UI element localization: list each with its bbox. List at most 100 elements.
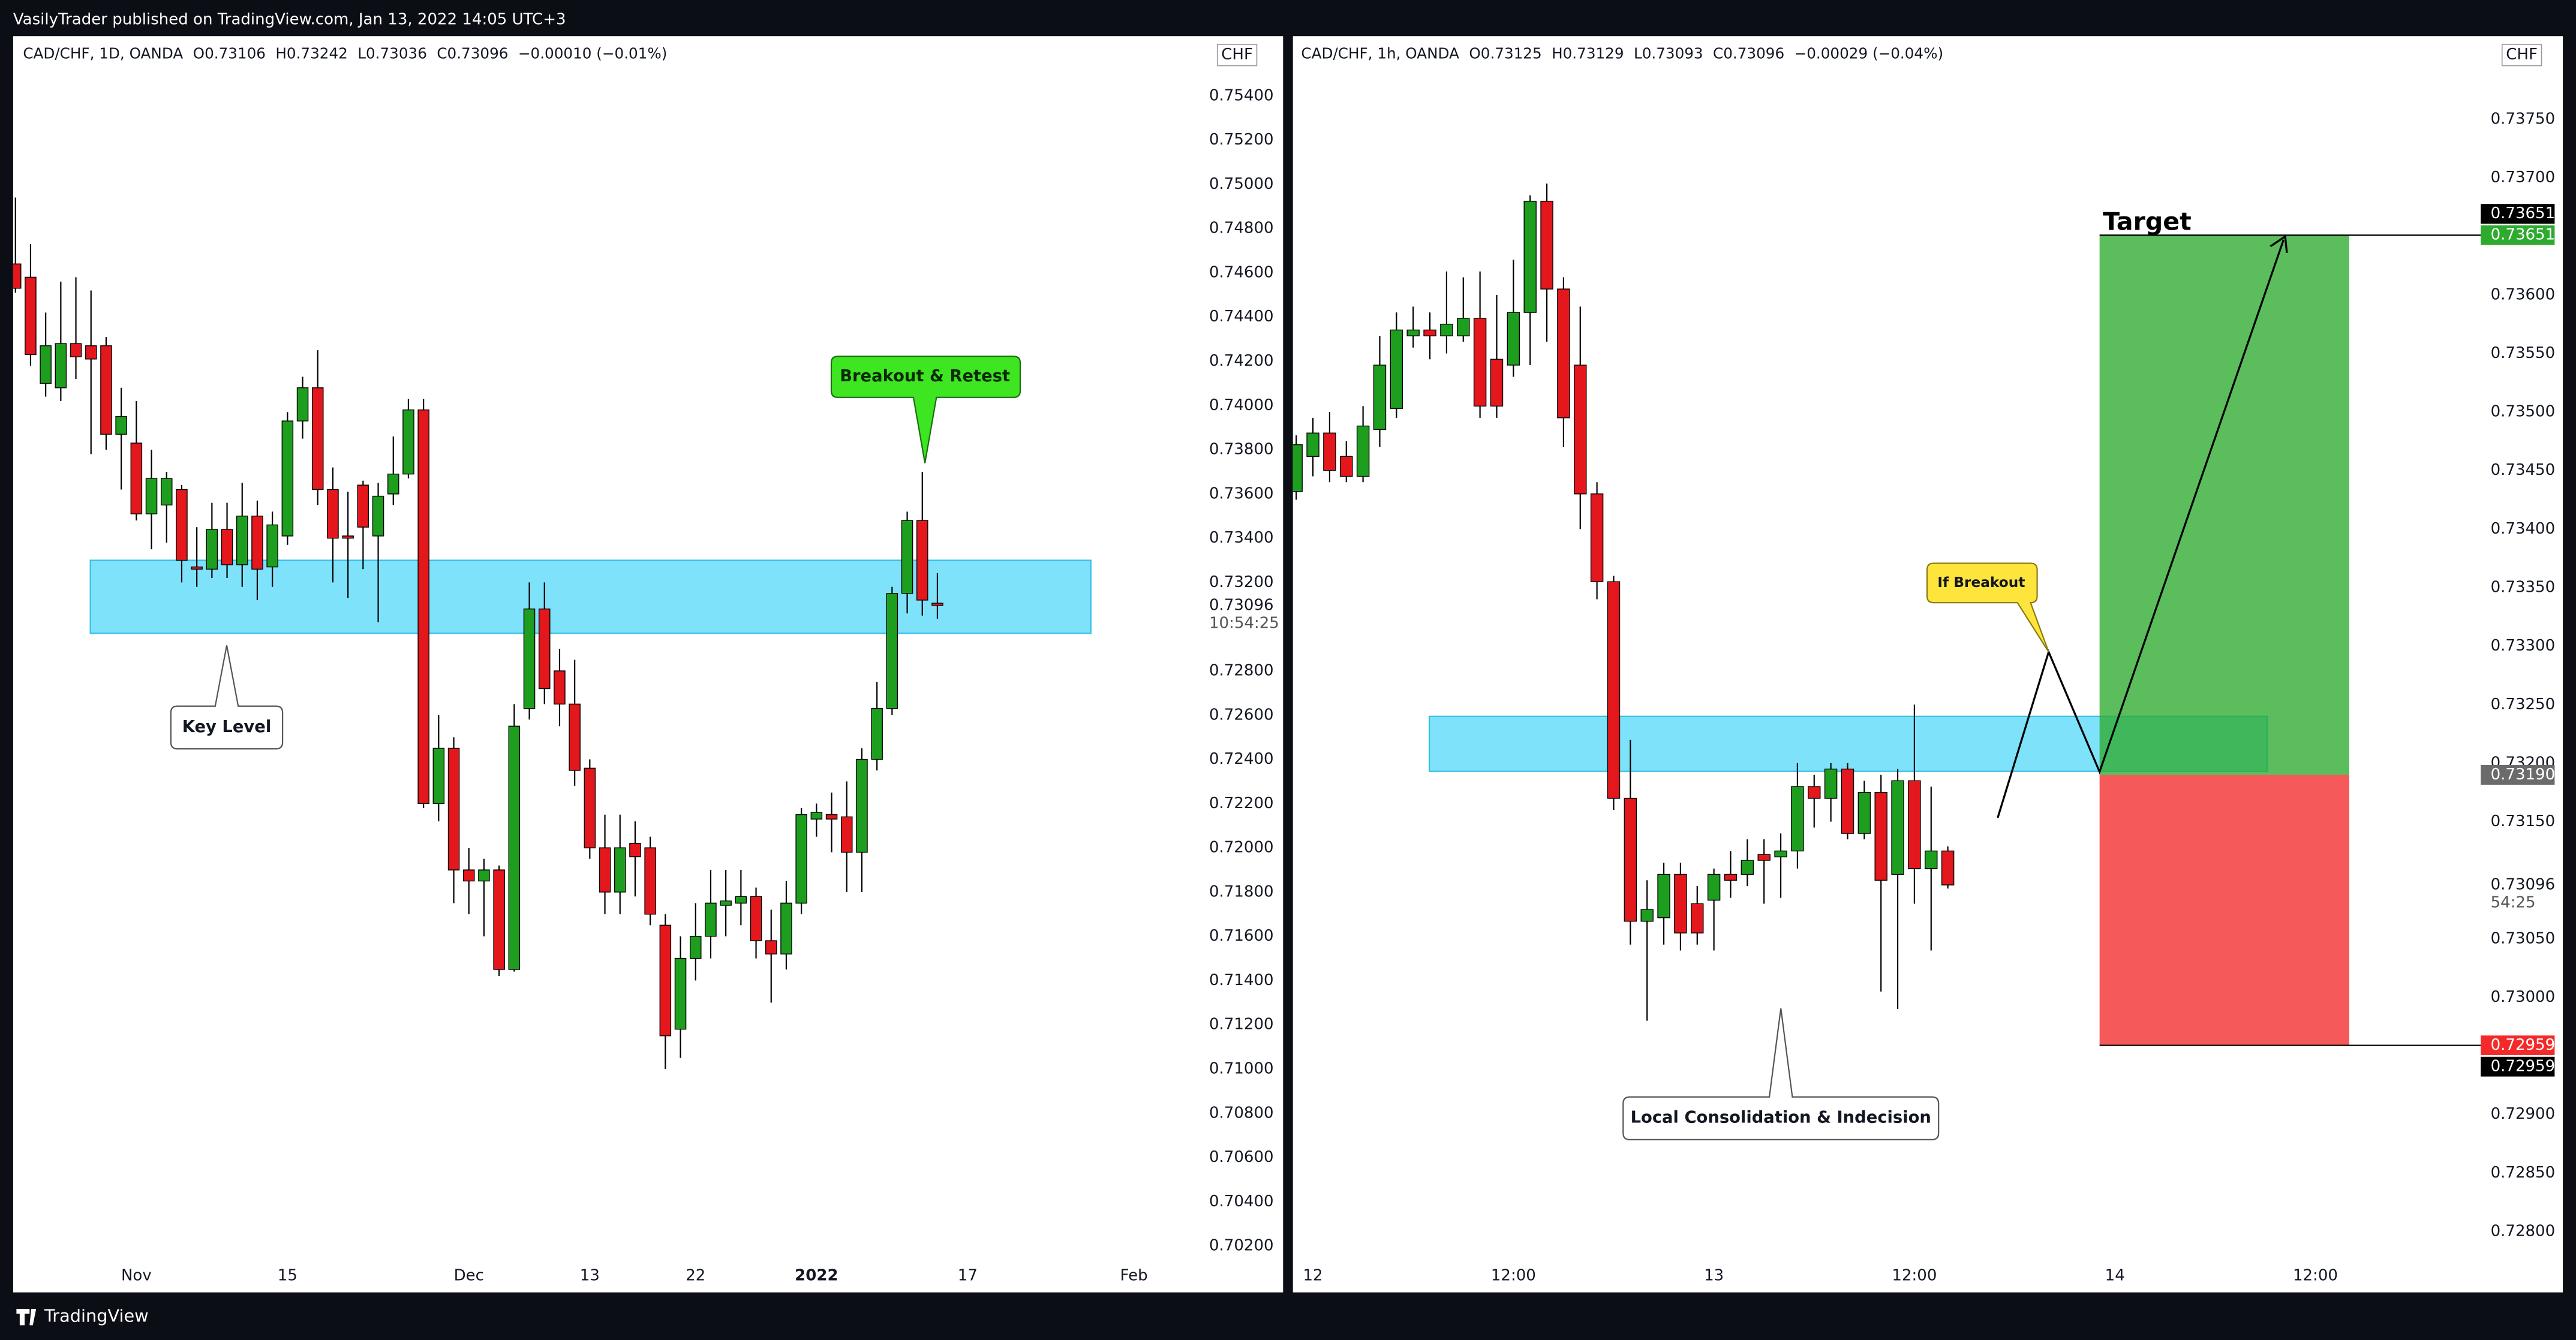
- y-tick-label: 0.73500: [2491, 403, 2556, 421]
- candle-body: [1857, 792, 1871, 834]
- candle-body: [554, 670, 566, 704]
- ohlc-stat: −0.00029 (−0.04%): [1795, 44, 1944, 62]
- candle-body: [100, 345, 112, 435]
- ohlc-stat: C0.73096: [1713, 44, 1784, 62]
- candle-body: [871, 708, 883, 760]
- candle-body: [1757, 854, 1771, 861]
- ohlc-stat: H0.73129: [1552, 44, 1624, 62]
- y-tick-label: 0.75200: [1209, 131, 1274, 149]
- y-tick-label: 0.73450: [2491, 461, 2556, 479]
- countdown: 10:54:25: [1209, 614, 1279, 632]
- y-tick-label: 0.72800: [1209, 661, 1274, 679]
- candle-body: [221, 529, 233, 565]
- ohlc-stat: −0.00010 (−0.01%): [518, 44, 668, 62]
- y-tick-label: 0.72200: [1209, 794, 1274, 812]
- plot-area: [13, 197, 1092, 1069]
- candle-body: [1824, 769, 1838, 799]
- y-tick-label: 0.71600: [1209, 927, 1274, 945]
- price-tag: [2481, 765, 2555, 785]
- last-price: 0.73096: [2491, 876, 2556, 894]
- y-tick-label: 0.73750: [2491, 110, 2556, 128]
- candle-body: [1440, 323, 1453, 336]
- unit-label: CHF: [2506, 46, 2538, 64]
- y-tick-label: 0.71800: [1209, 883, 1274, 901]
- y-tick-label: 0.74000: [1209, 396, 1274, 414]
- y-tick-label: 0.73600: [1209, 484, 1274, 502]
- candle-body: [1406, 329, 1420, 336]
- ohlc-stat: O0.73106: [193, 44, 266, 62]
- left-panel: [13, 36, 1284, 1293]
- candle-body: [417, 409, 429, 805]
- candle-body: [644, 847, 656, 915]
- x-tick-label: 15: [278, 1267, 297, 1285]
- candle-body: [1841, 769, 1854, 834]
- annotation: Local Consolidation & Indecision: [1631, 1109, 1931, 1127]
- y-tick-label: 0.73350: [2491, 579, 2556, 597]
- chart-header: CAD/CHF, 1h, OANDA O0.73125 H0.73129 L0.730…: [1301, 44, 1943, 62]
- x-tick-label: 12:00: [1491, 1267, 1536, 1285]
- candle-body: [674, 957, 687, 1030]
- candle-body: [825, 814, 838, 820]
- candle-body: [1292, 444, 1303, 492]
- symbol: CAD/CHF, 1D, OANDA: [23, 44, 183, 62]
- countdown: 54:25: [2491, 894, 2536, 912]
- candle-body: [705, 902, 717, 937]
- y-tick-label: 0.71200: [1209, 1016, 1274, 1034]
- publish-info: VasilyTrader published on TradingView.co…: [13, 10, 566, 28]
- y-tick-label: 0.71000: [1209, 1059, 1274, 1077]
- target-label: Target: [2103, 207, 2192, 236]
- y-tick-label: 0.70800: [1209, 1104, 1274, 1122]
- y-tick-label: 0.73400: [1209, 529, 1274, 547]
- x-tick-label: 22: [686, 1267, 705, 1285]
- y-tick-label: 0.70600: [1209, 1148, 1274, 1166]
- annotation: Breakout & Retest: [840, 367, 1010, 386]
- y-tick-label: 0.74800: [1209, 219, 1274, 237]
- candle-body: [1808, 786, 1821, 799]
- y-tick-label: 0.74400: [1209, 308, 1274, 326]
- candle-body: [690, 935, 702, 959]
- candle-body: [1741, 860, 1754, 875]
- candle-body: [281, 420, 294, 537]
- x-tick-label: Dec: [454, 1267, 484, 1285]
- candle-body: [462, 869, 475, 882]
- y-tick-label: 0.73000: [2491, 988, 2556, 1006]
- candle-body: [539, 609, 551, 689]
- price-tag-label: 0.73651: [2491, 204, 2556, 222]
- price-tag-label: 0.73651: [2491, 226, 2556, 244]
- projection-path: [1997, 239, 2285, 818]
- candle-body: [447, 748, 460, 871]
- y-tick-label: 0.70400: [1209, 1193, 1274, 1210]
- candle-body: [735, 896, 747, 904]
- candle-body: [13, 263, 22, 289]
- unit-label: CHF: [1221, 46, 1253, 64]
- candle-body: [856, 758, 868, 853]
- candle-body: [599, 847, 611, 893]
- candle-body: [1640, 909, 1654, 922]
- candle-body: [1356, 425, 1370, 477]
- candle-body: [1590, 493, 1604, 582]
- candle-body: [327, 489, 339, 539]
- candle-body: [311, 387, 324, 490]
- candle-body: [1574, 365, 1587, 495]
- annotation: If Breakout: [1937, 574, 2025, 591]
- key-level-zone: [89, 559, 1092, 634]
- ohlc-stat: L0.73036: [357, 44, 427, 62]
- y-tick-label: 0.73150: [2491, 812, 2556, 830]
- price-tag: [2481, 1056, 2555, 1077]
- candle-body: [1473, 318, 1487, 407]
- candle-body: [176, 489, 188, 561]
- candle-body: [1691, 903, 1704, 934]
- y-tick-label: 0.72000: [1209, 839, 1274, 857]
- candle-body: [70, 343, 82, 357]
- y-tick-label: 0.74600: [1209, 263, 1274, 281]
- candle-body: [584, 767, 596, 848]
- candle-body: [659, 925, 672, 1037]
- candle-body: [931, 603, 943, 606]
- candle-body: [901, 520, 913, 594]
- candle-body: [1791, 786, 1804, 852]
- candle-body: [493, 869, 505, 970]
- footer: TradingView: [16, 1306, 149, 1326]
- x-tick-label: 17: [958, 1267, 978, 1285]
- candle-body: [614, 847, 626, 893]
- y-tick-label: 0.73200: [1209, 573, 1274, 591]
